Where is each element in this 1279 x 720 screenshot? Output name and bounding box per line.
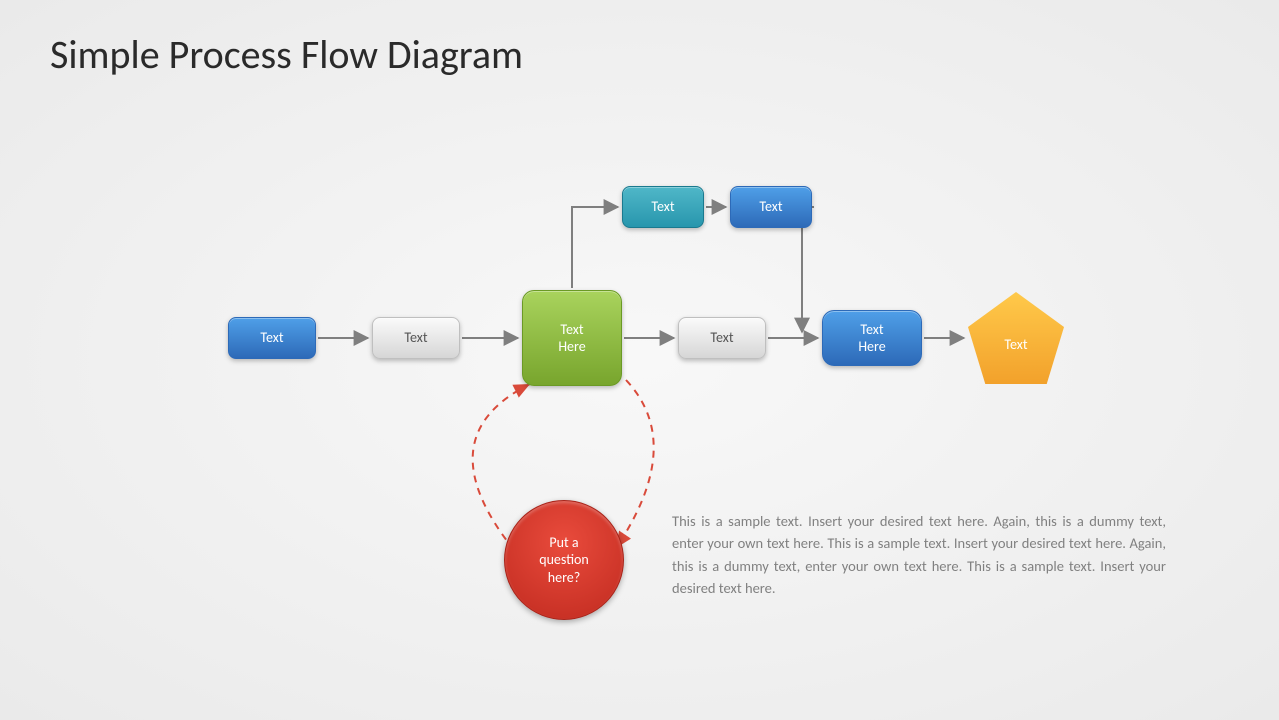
flow-node-label: Text [1004,336,1027,354]
flow-node-label: Put a question here? [539,534,589,587]
flow-node-label: Text [651,198,674,216]
slide-canvas: { "title": "Simple Process Flow Diagram"… [0,0,1279,720]
flow-node-n6: Text [968,292,1064,384]
flow-node-label: Text [710,329,733,347]
flow-node-label: Text Here [858,321,885,356]
flow-node-n5: Text Here [822,310,922,366]
flow-node-n9: Put a question here? [504,500,624,620]
flow-node-n1: Text [228,317,316,359]
flow-node-n2: Text [372,317,460,359]
flow-node-label: Text [260,329,283,347]
flow-connectors [0,0,1279,720]
sample-text-block: This is a sample text. Insert your desir… [672,510,1166,600]
flow-node-n4: Text [678,317,766,359]
flow-node-label: Text [404,329,427,347]
flow-node-n3: Text Here [522,290,622,386]
flow-node-n7: Text [622,186,704,228]
flow-node-label: Text Here [558,321,585,356]
flow-node-n8: Text [730,186,812,228]
slide-title: Simple Process Flow Diagram [50,30,523,79]
flow-node-label: Text [759,198,782,216]
